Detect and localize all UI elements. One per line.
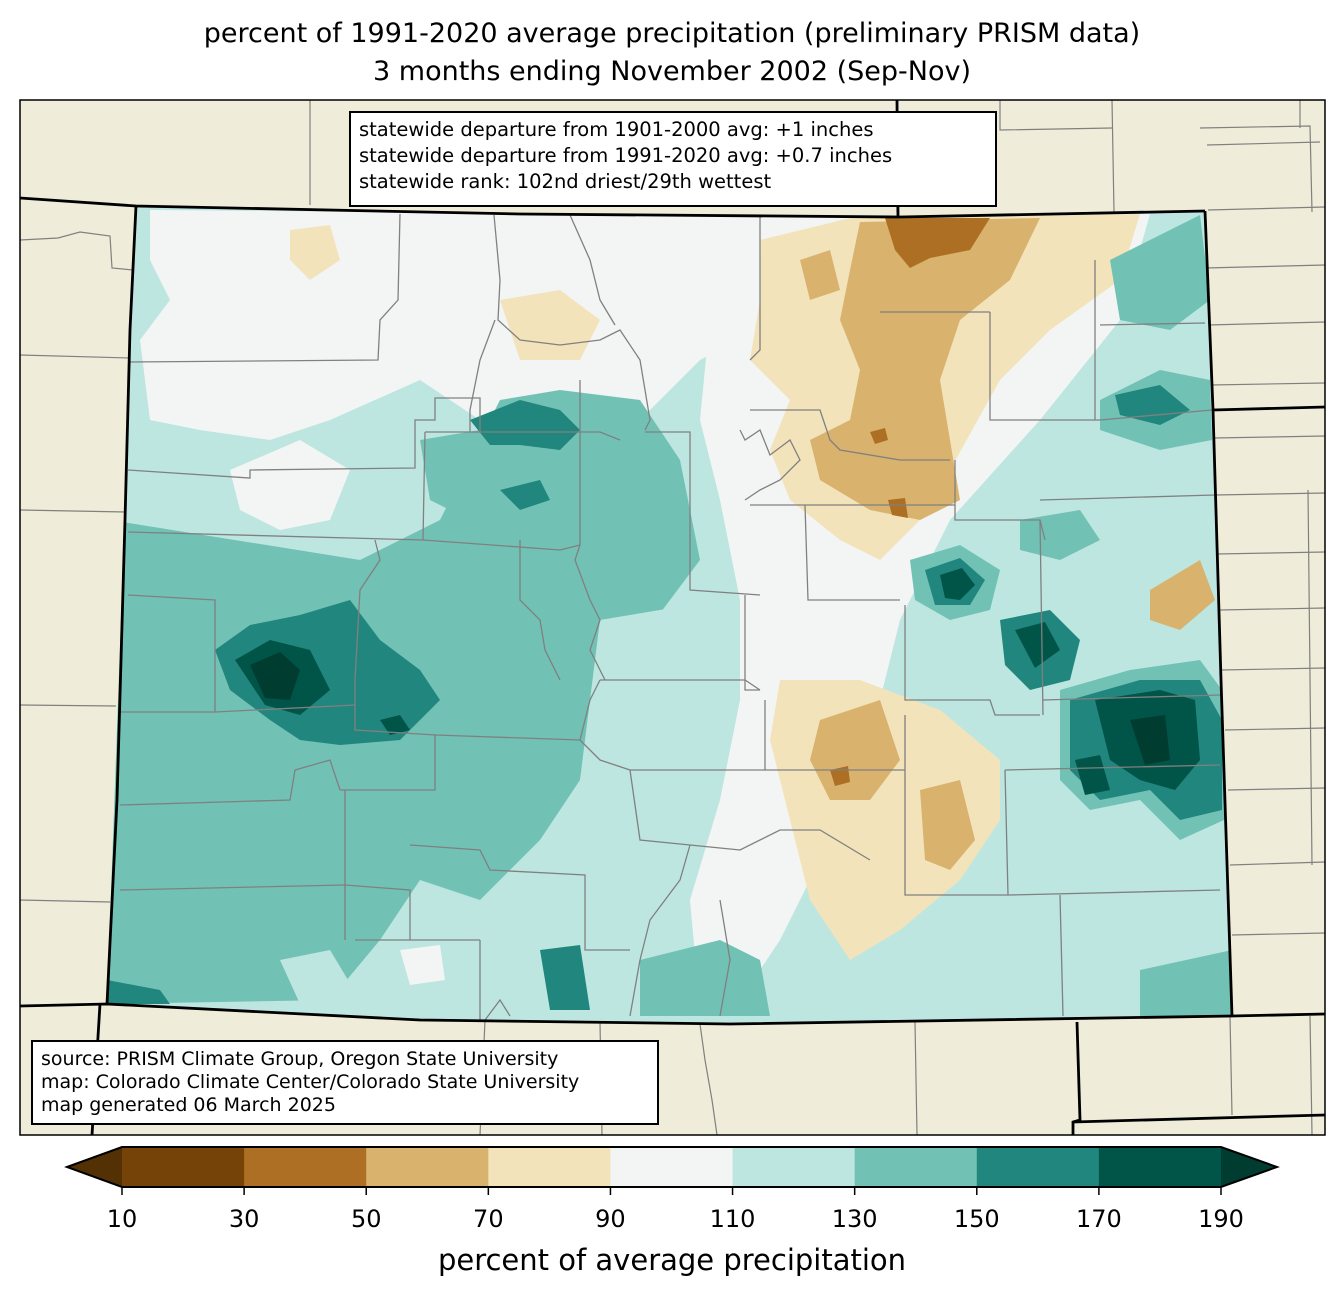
colorbar-tick-label: 130 — [831, 1205, 878, 1233]
colorbar-bin-110-130 — [732, 1147, 856, 1187]
colorbar-bin-10-30 — [122, 1147, 245, 1187]
stats-departure-1901-2000: statewide departure from 1901-2000 avg: … — [359, 118, 874, 141]
colorbar-tick-label: 190 — [1198, 1205, 1244, 1233]
stats-departure-1991-2020: statewide departure from 1991-2020 avg: … — [359, 144, 893, 167]
colorbar-bin-150-170 — [976, 1147, 1100, 1187]
colorbar-bin-30-50 — [244, 1147, 367, 1187]
source-credit: source: PRISM Climate Group, Oregon Stat… — [41, 1048, 559, 1070]
colorbar-under-arrow — [67, 1147, 122, 1187]
map-frame — [19, 99, 1326, 1136]
map-credit: map: Colorado Climate Center/Colorado St… — [41, 1071, 580, 1093]
map-title: percent of 1991-2020 average precipitati… — [203, 18, 1141, 49]
colorbar-tick-label: 70 — [473, 1205, 504, 1233]
colorbar-over-arrow — [1221, 1147, 1277, 1187]
colorbar-bin-70-90 — [488, 1147, 611, 1187]
colorbar-tick-label: 90 — [595, 1205, 626, 1233]
colorado-county-lines — [119, 213, 1221, 1021]
colorbar — [64, 1146, 1280, 1195]
colorbar-tick-label: 110 — [709, 1205, 756, 1233]
colorbar-bin-50-70 — [366, 1147, 489, 1187]
colorbar-tick-label: 50 — [350, 1205, 382, 1233]
stats-rank: statewide rank: 102nd driest/29th wettes… — [359, 170, 772, 193]
statewide-stats-box: statewide departure from 1901-2000 avg: … — [349, 111, 997, 207]
neighbor-county-lines — [20, 100, 1325, 1135]
map-subtitle: 3 months ending November 2002 (Sep-Nov) — [373, 56, 971, 87]
colorbar-bin-130-150 — [854, 1147, 978, 1187]
map-generated-date: map generated 06 March 2025 — [41, 1094, 336, 1116]
colorbar-bin-90-110 — [610, 1147, 734, 1187]
colorbar-label: percent of average precipitation — [437, 1243, 907, 1277]
colorbar-tick-label: 30 — [228, 1205, 260, 1233]
precipitation-field — [107, 206, 1232, 1024]
colorbar-tick-label: 10 — [106, 1205, 138, 1233]
source-box: source: PRISM Climate Group, Oregon Stat… — [31, 1040, 659, 1125]
colorbar-tick-label: 170 — [1075, 1205, 1122, 1233]
colorbar-bin-170-190 — [1098, 1147, 1222, 1187]
colorbar-tick-label: 150 — [953, 1205, 1000, 1233]
